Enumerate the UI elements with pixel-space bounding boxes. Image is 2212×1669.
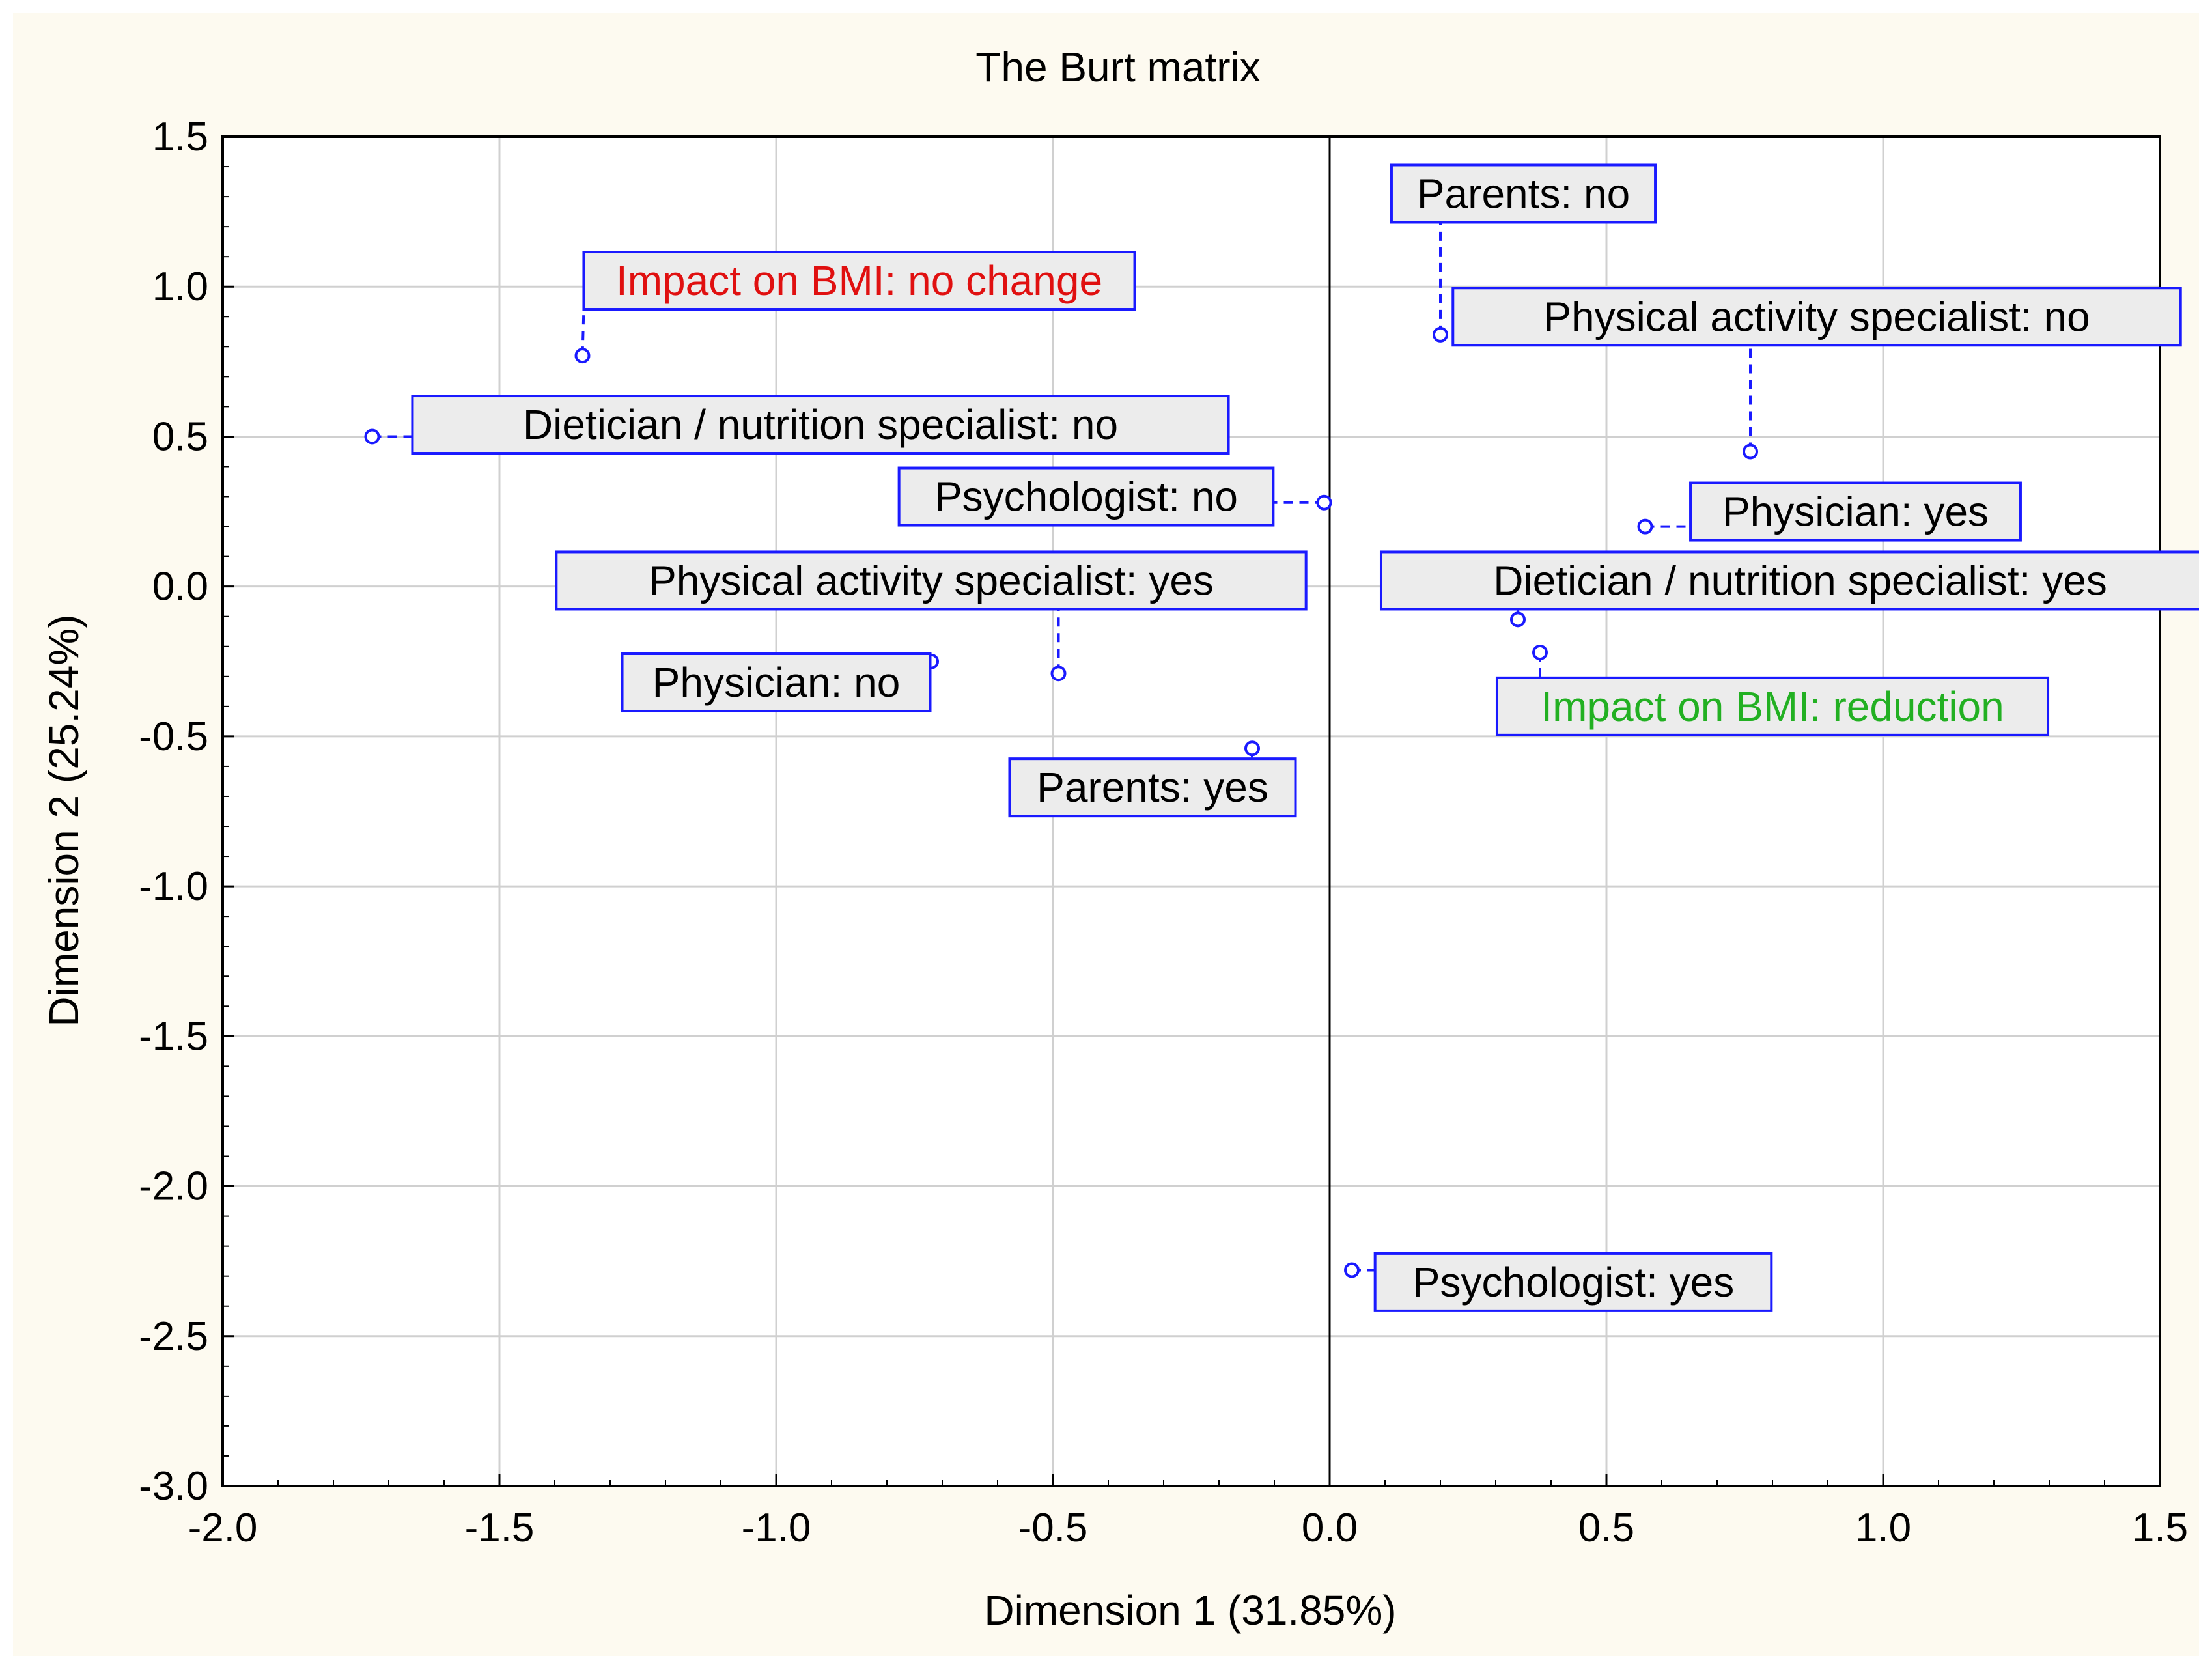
point-label: Parents: no <box>1417 170 1630 217</box>
data-point-group: Dietician / nutrition specialist: yes <box>1379 550 2199 628</box>
point-label-box <box>1495 676 2050 736</box>
data-point-marker <box>1433 326 1448 343</box>
axes <box>221 135 2161 1487</box>
point-label-box <box>897 466 1275 527</box>
x-tick-label: -1.0 <box>742 1506 811 1550</box>
point-label-box <box>1451 287 2182 347</box>
data-point-marker <box>1637 518 1653 535</box>
point-label-box <box>1379 550 2199 611</box>
y-tick-label: 0.0 <box>152 565 208 610</box>
data-point-marker <box>1743 443 1758 460</box>
data-point-marker <box>1244 740 1260 757</box>
point-label: Dietician / nutrition specialist: no <box>523 401 1118 448</box>
point-label: Psychologist: no <box>934 473 1238 520</box>
point-label-box <box>1008 757 1297 818</box>
data-point-group: Psychologist: yes <box>1344 1252 1773 1312</box>
data-point-marker <box>1510 611 1526 628</box>
burt-matrix-chart: The Burt matrix -2.0 -1.5 -1.0 -0.5 0.0 0.5 1.… <box>40 44 2199 1634</box>
y-tick-label: -2.0 <box>139 1164 208 1209</box>
data-point-group: Parents: yes <box>1008 740 1297 818</box>
data-point-group: Psychologist: no <box>897 466 1332 527</box>
point-label-box <box>582 251 1136 311</box>
point-label: Physician: yes <box>1722 488 1989 535</box>
point-label: Psychologist: yes <box>1412 1259 1734 1306</box>
data-points: Parents: no Impact on BMI: no change Physi… <box>364 163 2199 1312</box>
point-label: Physical activity specialist: yes <box>649 557 1214 604</box>
y-tick-label: 1.0 <box>152 264 208 309</box>
point-label-box <box>1373 1252 1773 1312</box>
data-point-marker <box>1344 1262 1360 1278</box>
data-point-marker <box>364 428 380 445</box>
x-tick-label: -2.0 <box>188 1506 258 1550</box>
x-tick-labels: -2.0 -1.5 -1.0 -0.5 0.0 0.5 1.0 1.5 <box>188 1506 2189 1550</box>
data-point-group: Physician: no <box>621 652 939 713</box>
y-tick-label: 0.5 <box>152 414 208 459</box>
data-point-marker <box>1316 494 1332 511</box>
point-label: Physical activity specialist: no <box>1543 293 2090 340</box>
point-label: Impact on BMI: no change <box>616 257 1102 304</box>
y-tick-label: -1.5 <box>139 1014 208 1059</box>
y-tick-labels: 1.5 1.0 0.5 0.0 -0.5 -1.0 -1.5 -2.0 -2.5 -3.0 <box>139 115 208 1509</box>
point-label-box <box>555 550 1308 611</box>
chart-frame: The Burt matrix -2.0 -1.5 -1.0 -0.5 0.0 0.5 1.… <box>13 13 2199 1656</box>
point-label: Physician: no <box>652 659 901 706</box>
y-tick-label: -2.5 <box>139 1314 208 1359</box>
x-tick-label: -0.5 <box>1018 1506 1088 1550</box>
point-label: Parents: yes <box>1037 764 1268 811</box>
data-point-group: Impact on BMI: no change <box>574 251 1136 364</box>
data-point-group: Dietician / nutrition specialist: no <box>364 395 1230 455</box>
point-label-box <box>1689 481 2022 542</box>
x-tick-label: 1.5 <box>2132 1506 2188 1550</box>
y-tick-label: -1.0 <box>139 864 208 909</box>
data-point-group: Physical activity specialist: yes <box>555 550 1308 682</box>
point-label-box <box>1390 163 1657 224</box>
point-label: Impact on BMI: reduction <box>1541 683 2004 730</box>
y-tick-label: 1.5 <box>152 115 208 160</box>
data-point-group: Impact on BMI: reduction <box>1495 644 2050 736</box>
point-label-box <box>411 395 1230 455</box>
data-point-group: Parents: no <box>1390 163 1657 343</box>
x-tick-label: 1.0 <box>1855 1506 1911 1550</box>
data-point-marker <box>574 348 591 364</box>
x-tick-label: 0.0 <box>1302 1506 1358 1550</box>
y-axis-label: Dimension 2 (25.24%) <box>40 614 87 1026</box>
chart-title: The Burt matrix <box>975 44 1260 91</box>
data-point-marker <box>1532 644 1548 660</box>
data-point-marker <box>1050 666 1067 682</box>
data-point-group: Physical activity specialist: no <box>1451 287 2182 460</box>
data-point-group: Physician: yes <box>1637 481 2022 542</box>
x-tick-label: 0.5 <box>1578 1506 1634 1550</box>
plot-border <box>221 135 2161 1487</box>
x-axis-label: Dimension 1 (31.85%) <box>984 1587 1396 1634</box>
x-tick-label: -1.5 <box>465 1506 535 1550</box>
y-tick-label: -3.0 <box>139 1464 208 1509</box>
point-label-box <box>621 652 932 713</box>
y-tick-label: -0.5 <box>139 714 208 759</box>
point-label: Dietician / nutrition specialist: yes <box>1493 557 2107 604</box>
